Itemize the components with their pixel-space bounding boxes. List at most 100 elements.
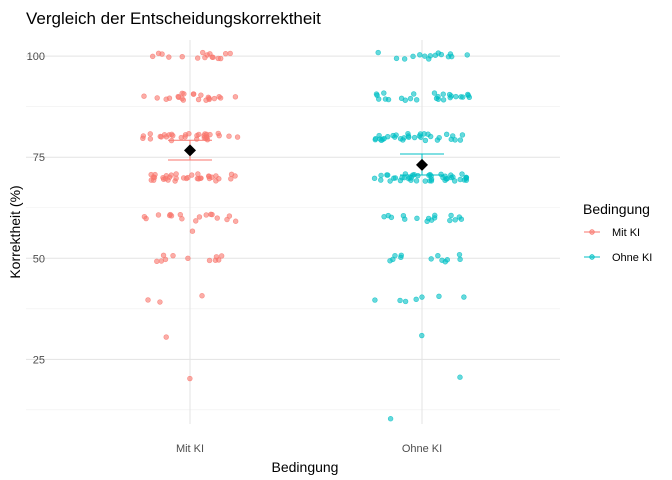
- data-point: [397, 177, 404, 184]
- data-point: [406, 134, 412, 140]
- legend: Bedingung Mit KI Ohne KI: [583, 201, 652, 264]
- chart-title: Vergleich der Entscheidungskorrektheit: [26, 9, 321, 28]
- data-point: [448, 136, 454, 142]
- data-point: [402, 298, 409, 305]
- data-point: [456, 251, 463, 258]
- data-point: [154, 258, 160, 264]
- data-point: [204, 134, 210, 141]
- data-point: [203, 212, 209, 218]
- data-point: [446, 91, 453, 98]
- data-point: [179, 90, 185, 97]
- data-point: [385, 96, 392, 103]
- data-point: [431, 90, 438, 96]
- data-point: [414, 215, 420, 221]
- data-point: [393, 132, 399, 138]
- x-tick-label: Mit KI: [176, 443, 204, 455]
- data-point: [402, 216, 408, 222]
- data-point: [179, 53, 185, 60]
- mean-marker: [416, 158, 428, 171]
- data-point: [166, 54, 172, 60]
- data-point: [232, 94, 239, 100]
- data-point: [211, 95, 218, 102]
- data-point: [400, 137, 406, 143]
- data-point: [226, 133, 232, 139]
- data-point: [203, 97, 209, 103]
- data-point: [206, 173, 212, 180]
- data-point: [228, 171, 235, 177]
- data-point: [155, 212, 162, 218]
- data-point: [428, 256, 434, 262]
- data-point: [206, 257, 213, 264]
- data-point: [443, 131, 450, 138]
- y-tick-label: 75: [33, 152, 45, 164]
- data-point: [461, 177, 468, 183]
- data-point: [402, 97, 408, 103]
- data-point: [199, 293, 205, 299]
- data-point: [372, 297, 378, 303]
- data-point: [425, 215, 432, 222]
- data-point: [163, 134, 170, 140]
- summary-stats: [168, 139, 444, 176]
- data-point: [460, 94, 466, 100]
- data-point: [173, 171, 179, 177]
- x-axis-label: Bedingung: [272, 459, 339, 475]
- data-point: [447, 51, 454, 57]
- data-point: [209, 54, 215, 60]
- data-point: [178, 134, 184, 141]
- data-point: [170, 252, 176, 259]
- legend-label: Ohne KI: [612, 252, 652, 264]
- data-point: [402, 171, 409, 177]
- data-point: [189, 228, 196, 234]
- data-point: [182, 132, 189, 138]
- data-point: [198, 175, 204, 181]
- data-point: [149, 53, 156, 60]
- data-point: [147, 136, 154, 142]
- data-point: [439, 257, 445, 263]
- data-point: [200, 49, 206, 56]
- y-axis-label: Korrektheit (%): [7, 185, 23, 278]
- legend-title: Bedingung: [583, 201, 650, 217]
- x-tick-label: Ohne KI: [402, 443, 442, 455]
- data-point: [413, 178, 420, 184]
- data-point: [216, 94, 222, 100]
- data-point: [218, 253, 225, 259]
- data-point: [387, 416, 394, 422]
- data-point: [410, 53, 416, 60]
- data-point: [179, 95, 185, 102]
- data-point: [227, 50, 233, 57]
- data-point: [448, 212, 454, 219]
- data-point: [385, 133, 391, 140]
- data-point: [140, 135, 146, 142]
- data-point: [425, 131, 431, 137]
- data-point: [438, 51, 445, 58]
- data-point: [435, 253, 441, 259]
- data-point: [461, 294, 467, 300]
- y-tick-label: 25: [33, 354, 45, 366]
- data-point: [151, 174, 158, 181]
- data-point: [187, 375, 193, 382]
- data-point: [416, 133, 423, 139]
- data-point: [157, 299, 163, 305]
- data-point: [217, 55, 224, 62]
- data-point: [464, 52, 470, 58]
- data-point: [145, 297, 151, 303]
- data-point: [447, 217, 453, 224]
- data-point: [419, 332, 425, 339]
- data-point: [222, 50, 229, 57]
- data-point: [419, 294, 425, 300]
- data-point: [190, 91, 197, 97]
- data-point: [440, 91, 446, 97]
- data-point: [433, 95, 440, 102]
- data-point: [170, 132, 176, 139]
- data-point: [457, 374, 463, 380]
- data-point: [405, 175, 412, 182]
- data-point: [422, 137, 429, 144]
- data-point: [232, 218, 239, 224]
- data-point: [378, 177, 384, 183]
- data-point: [180, 175, 187, 181]
- data-point: [166, 212, 173, 219]
- mean-marker: [184, 144, 196, 157]
- data-point: [457, 256, 463, 263]
- data-point: [213, 178, 219, 184]
